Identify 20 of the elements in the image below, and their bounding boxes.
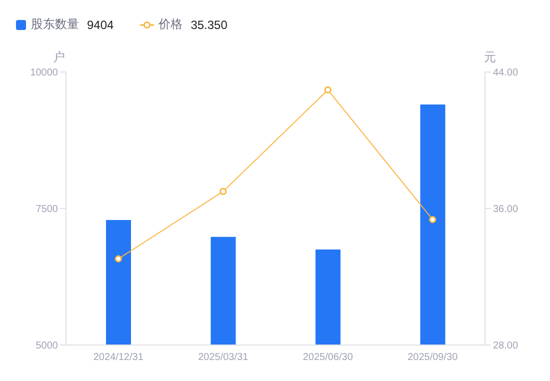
y2-tick-label: 44.00: [493, 68, 518, 79]
text: 35.350: [190, 18, 228, 32]
x-tick-label: 2025/09/30: [408, 352, 458, 364]
y-tick-label: 10000: [30, 68, 58, 79]
y-tick-label: 7500: [36, 204, 58, 216]
point: [114, 255, 122, 262]
point: [429, 216, 436, 224]
text: 9404: [87, 18, 114, 32]
x-tick-label: 2024/12/31: [93, 352, 144, 364]
point: [220, 188, 227, 195]
legend-label: 股东数量: [31, 16, 79, 33]
y-axis-title: 户: [53, 49, 65, 66]
x-tick-label: 2025/03/31: [198, 352, 249, 364]
legend-label: 价格: [158, 16, 183, 33]
y2-tick-label: 36.00: [493, 204, 518, 216]
y2-axis-title: 元: [484, 49, 496, 66]
x-tick-label: 2025/06/30: [302, 352, 354, 364]
point: [324, 86, 332, 94]
y2-tick-label: 28.00: [493, 340, 518, 352]
y-tick-label: 5000: [36, 340, 58, 352]
